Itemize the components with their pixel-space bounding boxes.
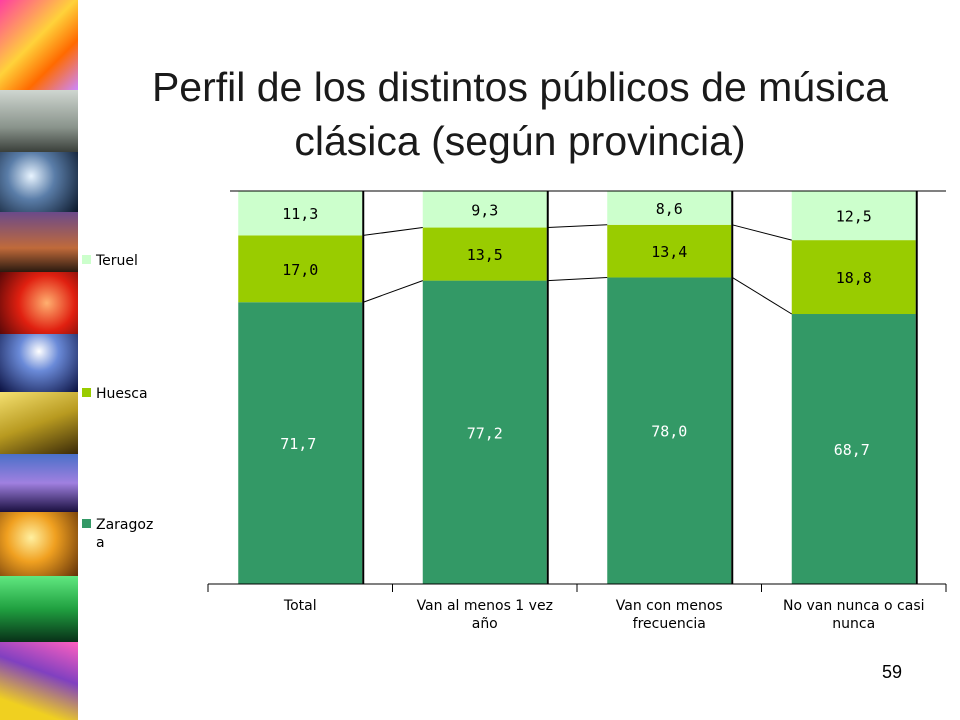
slide-title-line-2: clásica (según provincia)	[294, 118, 746, 164]
photo-singer	[0, 512, 78, 576]
series-line-1-1	[547, 224, 608, 229]
photo-green-stage	[0, 576, 78, 642]
data-label-huesca-0: 17,0	[282, 261, 318, 279]
data-label-zaragoza-3: 68,7	[834, 441, 870, 459]
slide-title: Perfil de los distintos públicos de músi…	[80, 60, 960, 168]
photo-guitar	[0, 392, 78, 454]
data-label-huesca-1: 13,5	[467, 246, 503, 264]
x-tick-label-3-line-0: No van nunca o casi	[783, 598, 925, 614]
photo-orchestra	[0, 454, 78, 512]
photo-crowd	[0, 212, 78, 272]
series-line-0-1	[547, 276, 608, 282]
bar-segment-teruel-1	[422, 191, 547, 228]
bar-segment-teruel-3	[791, 191, 916, 241]
photo-collage-strip	[0, 0, 78, 720]
legend-label-teruel-line-0: Teruel	[95, 253, 138, 269]
x-tick-label-1-line-1: año	[472, 616, 498, 632]
legend-label-zaragoza-line-0: Zaragoz	[96, 517, 153, 533]
photo-stage-lights	[0, 152, 78, 212]
bar-segment-zaragoza-0	[238, 302, 363, 584]
bar-segment-huesca-2	[607, 224, 732, 278]
legend-label-huesca-line-0: Huesca	[96, 386, 148, 402]
legend-swatch-zaragoza	[82, 519, 91, 528]
bar-segment-teruel-2	[607, 191, 732, 225]
photo-bicycle	[0, 90, 78, 152]
bar-segment-zaragoza-1	[422, 280, 547, 584]
x-tick-label-3-line-1: nunca	[832, 616, 875, 632]
x-tick-label-2-line-1: frecuencia	[633, 616, 706, 632]
photo-performer	[0, 642, 78, 720]
legend-label-zaragoza-line-1: a	[96, 535, 105, 551]
x-tick-label-0-line-0: Total	[283, 598, 317, 614]
data-label-teruel-2: 8,6	[656, 200, 683, 218]
bar-segment-teruel-0	[238, 191, 363, 236]
series-line-1-2	[732, 224, 792, 241]
x-tick-label-1-line-0: Van al menos 1 vez	[417, 598, 553, 614]
x-tick-label-2-line-0: Van con menos	[616, 598, 723, 614]
slide-title-line-1: Perfil de los distintos públicos de músi…	[151, 64, 889, 110]
series-line-0-2	[731, 277, 793, 315]
data-label-huesca-3: 18,8	[836, 269, 872, 287]
bar-segment-zaragoza-2	[607, 277, 732, 584]
series-line-0-0	[363, 280, 423, 303]
data-label-zaragoza-2: 78,0	[651, 423, 687, 441]
legend-swatch-teruel	[82, 255, 91, 264]
legend-swatch-huesca	[82, 388, 91, 397]
bar-segment-huesca-0	[238, 235, 363, 303]
bar-segment-zaragoza-3	[791, 314, 916, 584]
photo-concert-blue	[0, 334, 78, 392]
data-label-teruel-1: 9,3	[471, 201, 498, 219]
photo-dancer	[0, 0, 78, 90]
data-label-zaragoza-1: 77,2	[467, 424, 503, 442]
data-label-zaragoza-0: 71,7	[280, 435, 316, 453]
data-label-teruel-3: 12,5	[836, 208, 872, 226]
bar-segment-huesca-3	[791, 240, 916, 315]
photo-red-stage	[0, 272, 78, 334]
data-label-teruel-0: 11,3	[282, 205, 318, 223]
series-line-1-0	[363, 227, 423, 236]
bar-segment-huesca-1	[422, 227, 547, 281]
data-label-huesca-2: 13,4	[651, 243, 687, 261]
page-number: 59	[882, 662, 903, 682]
